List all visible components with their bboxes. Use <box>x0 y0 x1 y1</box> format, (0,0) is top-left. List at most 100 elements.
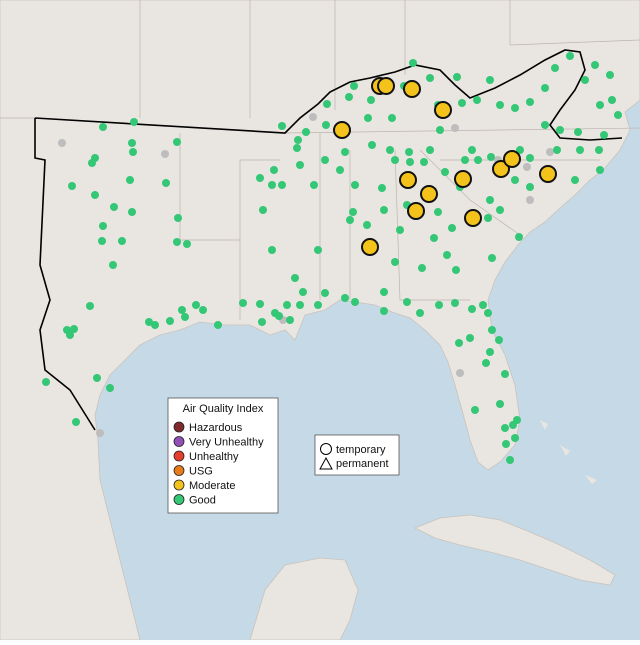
site-good <box>310 181 318 189</box>
site-good <box>405 148 413 156</box>
site-gray <box>546 148 554 156</box>
site-good <box>178 306 186 314</box>
site-gray <box>58 139 66 147</box>
site-good <box>506 456 514 464</box>
site-good <box>296 301 304 309</box>
site-good <box>278 181 286 189</box>
legend-swatch <box>173 421 185 433</box>
site-good <box>595 146 603 154</box>
site-moderate <box>539 165 557 183</box>
site-good <box>466 334 474 342</box>
site-good <box>173 238 181 246</box>
site-good <box>388 114 396 122</box>
site-good <box>91 191 99 199</box>
legend-label: Unhealthy <box>189 451 239 463</box>
site-good <box>378 184 386 192</box>
site-good <box>299 288 307 296</box>
site-good <box>314 246 322 254</box>
site-moderate <box>492 160 510 178</box>
site-moderate <box>503 150 521 168</box>
site-good <box>364 114 372 122</box>
site-moderate <box>403 80 421 98</box>
site-moderate <box>454 170 472 188</box>
site-good <box>283 301 291 309</box>
site-good <box>278 122 286 130</box>
site-good <box>367 96 375 104</box>
legend-swatch <box>173 465 185 476</box>
site-good <box>451 299 459 307</box>
site-good <box>426 146 434 154</box>
legend-label: Good <box>189 494 216 506</box>
site-good <box>566 52 574 60</box>
site-good <box>473 96 481 104</box>
circle-symbol <box>320 443 332 455</box>
site-good <box>106 384 114 392</box>
site-good <box>576 146 584 154</box>
site-good <box>541 84 549 92</box>
site-good <box>474 156 482 164</box>
site-gray <box>526 196 534 204</box>
site-good <box>541 121 549 129</box>
site-good <box>183 240 191 248</box>
site-good <box>128 139 136 147</box>
site-good <box>275 312 283 320</box>
site-good <box>488 326 496 334</box>
aqi-legend: Air Quality Index Hazardous Very Unhealth… <box>167 397 279 514</box>
site-good <box>496 400 504 408</box>
legend-swatch <box>173 450 185 462</box>
site-good <box>181 313 189 321</box>
site-good <box>511 176 519 184</box>
site-good <box>596 101 604 109</box>
site-good <box>511 434 519 442</box>
site-good <box>192 301 200 309</box>
site-good <box>174 214 182 222</box>
site-good <box>350 82 358 90</box>
site-moderate <box>377 77 395 95</box>
site-good <box>496 206 504 214</box>
site-good <box>349 208 357 216</box>
site-good <box>199 306 207 314</box>
site-good <box>66 331 74 339</box>
site-good <box>501 424 509 432</box>
site-good <box>99 123 107 131</box>
legend-swatch <box>173 436 185 447</box>
site-good <box>488 254 496 262</box>
site-good <box>495 336 503 344</box>
site-good <box>258 318 266 326</box>
site-good <box>596 166 604 174</box>
site-good <box>294 136 302 144</box>
site-good <box>484 214 492 222</box>
site-moderate <box>420 185 438 203</box>
site-moderate <box>407 202 425 220</box>
site-good <box>391 258 399 266</box>
site-good <box>129 148 137 156</box>
site-good <box>72 418 80 426</box>
site-markers <box>42 52 622 464</box>
site-good <box>296 161 304 169</box>
site-good <box>418 264 426 272</box>
site-good <box>435 301 443 309</box>
site-good <box>406 158 414 166</box>
site-good <box>513 416 521 424</box>
site-moderate <box>434 101 452 119</box>
site-good <box>322 121 330 129</box>
region-outline <box>34 49 623 431</box>
site-good <box>482 359 490 367</box>
legend-title: Air Quality Index <box>183 403 264 415</box>
site-good <box>600 131 608 139</box>
site-good <box>441 168 449 176</box>
site-good <box>453 73 461 81</box>
site-good <box>363 221 371 229</box>
site-good <box>436 126 444 134</box>
site-good <box>608 96 616 104</box>
site-good <box>551 64 559 72</box>
site-good <box>416 309 424 317</box>
site-good <box>556 126 564 134</box>
site-good <box>270 166 278 174</box>
triangle-symbol <box>319 456 333 470</box>
site-good <box>323 100 331 108</box>
legend-box <box>314 434 400 476</box>
site-good <box>109 261 117 269</box>
site-moderate <box>464 209 482 227</box>
